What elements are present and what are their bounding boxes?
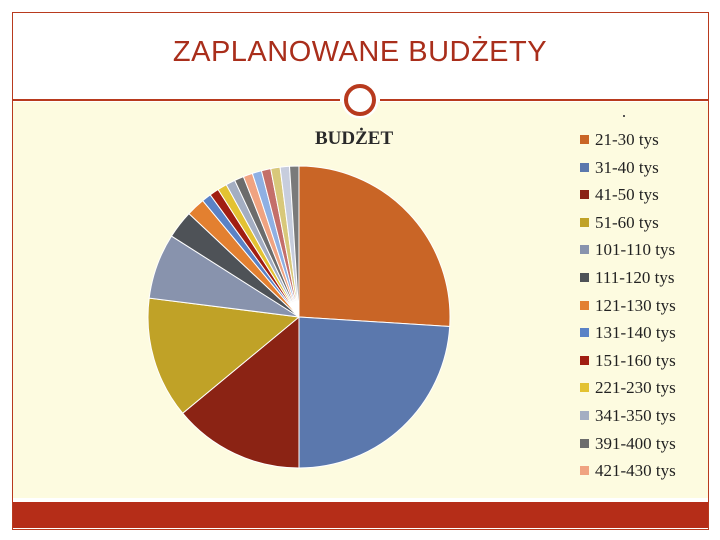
- legend-label: 131-140 tys: [595, 323, 676, 343]
- legend-label: 111-120 tys: [595, 267, 675, 287]
- legend-swatch: [580, 217, 589, 227]
- legend-swatch: [580, 355, 589, 365]
- legend-swatch: [580, 135, 589, 144]
- legend-item: 221-230 tys: [580, 374, 676, 402]
- legend-swatch: [580, 300, 589, 310]
- legend-item: 391-400 tys: [580, 430, 676, 458]
- legend-swatch: [580, 438, 589, 448]
- legend-label: 41-50 tys: [595, 185, 659, 205]
- legend-item: 31-40 tys: [580, 154, 676, 182]
- chart-legend: 21-30 tys 31-40 tys 41-50 tys 51-60 tys 101-…: [580, 126, 676, 485]
- legend-swatch: [580, 328, 589, 338]
- legend-label: 341-350 tys: [595, 405, 676, 425]
- legend-item: 151-160 tys: [580, 347, 676, 375]
- legend-swatch: [580, 272, 589, 282]
- legend-label: 391-400 tys: [595, 433, 676, 453]
- pie-slice: [181, 315, 300, 469]
- legend-label: 31-40 tys: [595, 157, 659, 177]
- legend-swatch: [580, 410, 589, 420]
- legend-item: 341-350 tys: [580, 402, 676, 430]
- legend-label: 121-130 tys: [595, 295, 676, 315]
- legend-swatch: [580, 383, 589, 393]
- ring-ornament-icon: [341, 81, 379, 119]
- title-rule-right: [380, 99, 708, 101]
- legend-label: 101-110 tys: [595, 240, 676, 260]
- legend-item: 121-130 tys: [580, 292, 676, 320]
- legend-item: 41-50 tys: [580, 181, 676, 209]
- legend-item: 421-430 tys: [580, 457, 676, 485]
- slide-title: ZAPLANOWANE BUDŻETY: [172, 36, 548, 68]
- legend-item: 21-30 tys: [580, 126, 676, 154]
- legend-swatch: [580, 190, 589, 200]
- legend-swatch: [580, 245, 589, 255]
- legend-item: 131-140 tys: [580, 319, 676, 347]
- footer-bar: [13, 502, 708, 528]
- legend-label: 421-430 tys: [595, 461, 676, 481]
- legend-swatch: [580, 162, 589, 172]
- stray-mark: [623, 115, 625, 117]
- pie-slice: [147, 297, 301, 414]
- legend-item: 101-110 tys: [580, 236, 676, 264]
- pie-slice: [298, 316, 451, 469]
- pie-slice: [288, 165, 300, 318]
- legend-item: 51-60 tys: [580, 209, 676, 237]
- title-rule-left: [13, 99, 340, 101]
- chart-title: BUDŻET: [315, 128, 394, 149]
- legend-item: 111-120 tys: [580, 264, 676, 292]
- legend-label: 51-60 tys: [595, 212, 659, 232]
- legend-swatch: [580, 466, 589, 476]
- legend-label: 221-230 tys: [595, 378, 676, 398]
- legend-label: 151-160 tys: [595, 350, 676, 370]
- pie-slice: [298, 165, 451, 328]
- legend-label: 21-30 tys: [595, 130, 659, 149]
